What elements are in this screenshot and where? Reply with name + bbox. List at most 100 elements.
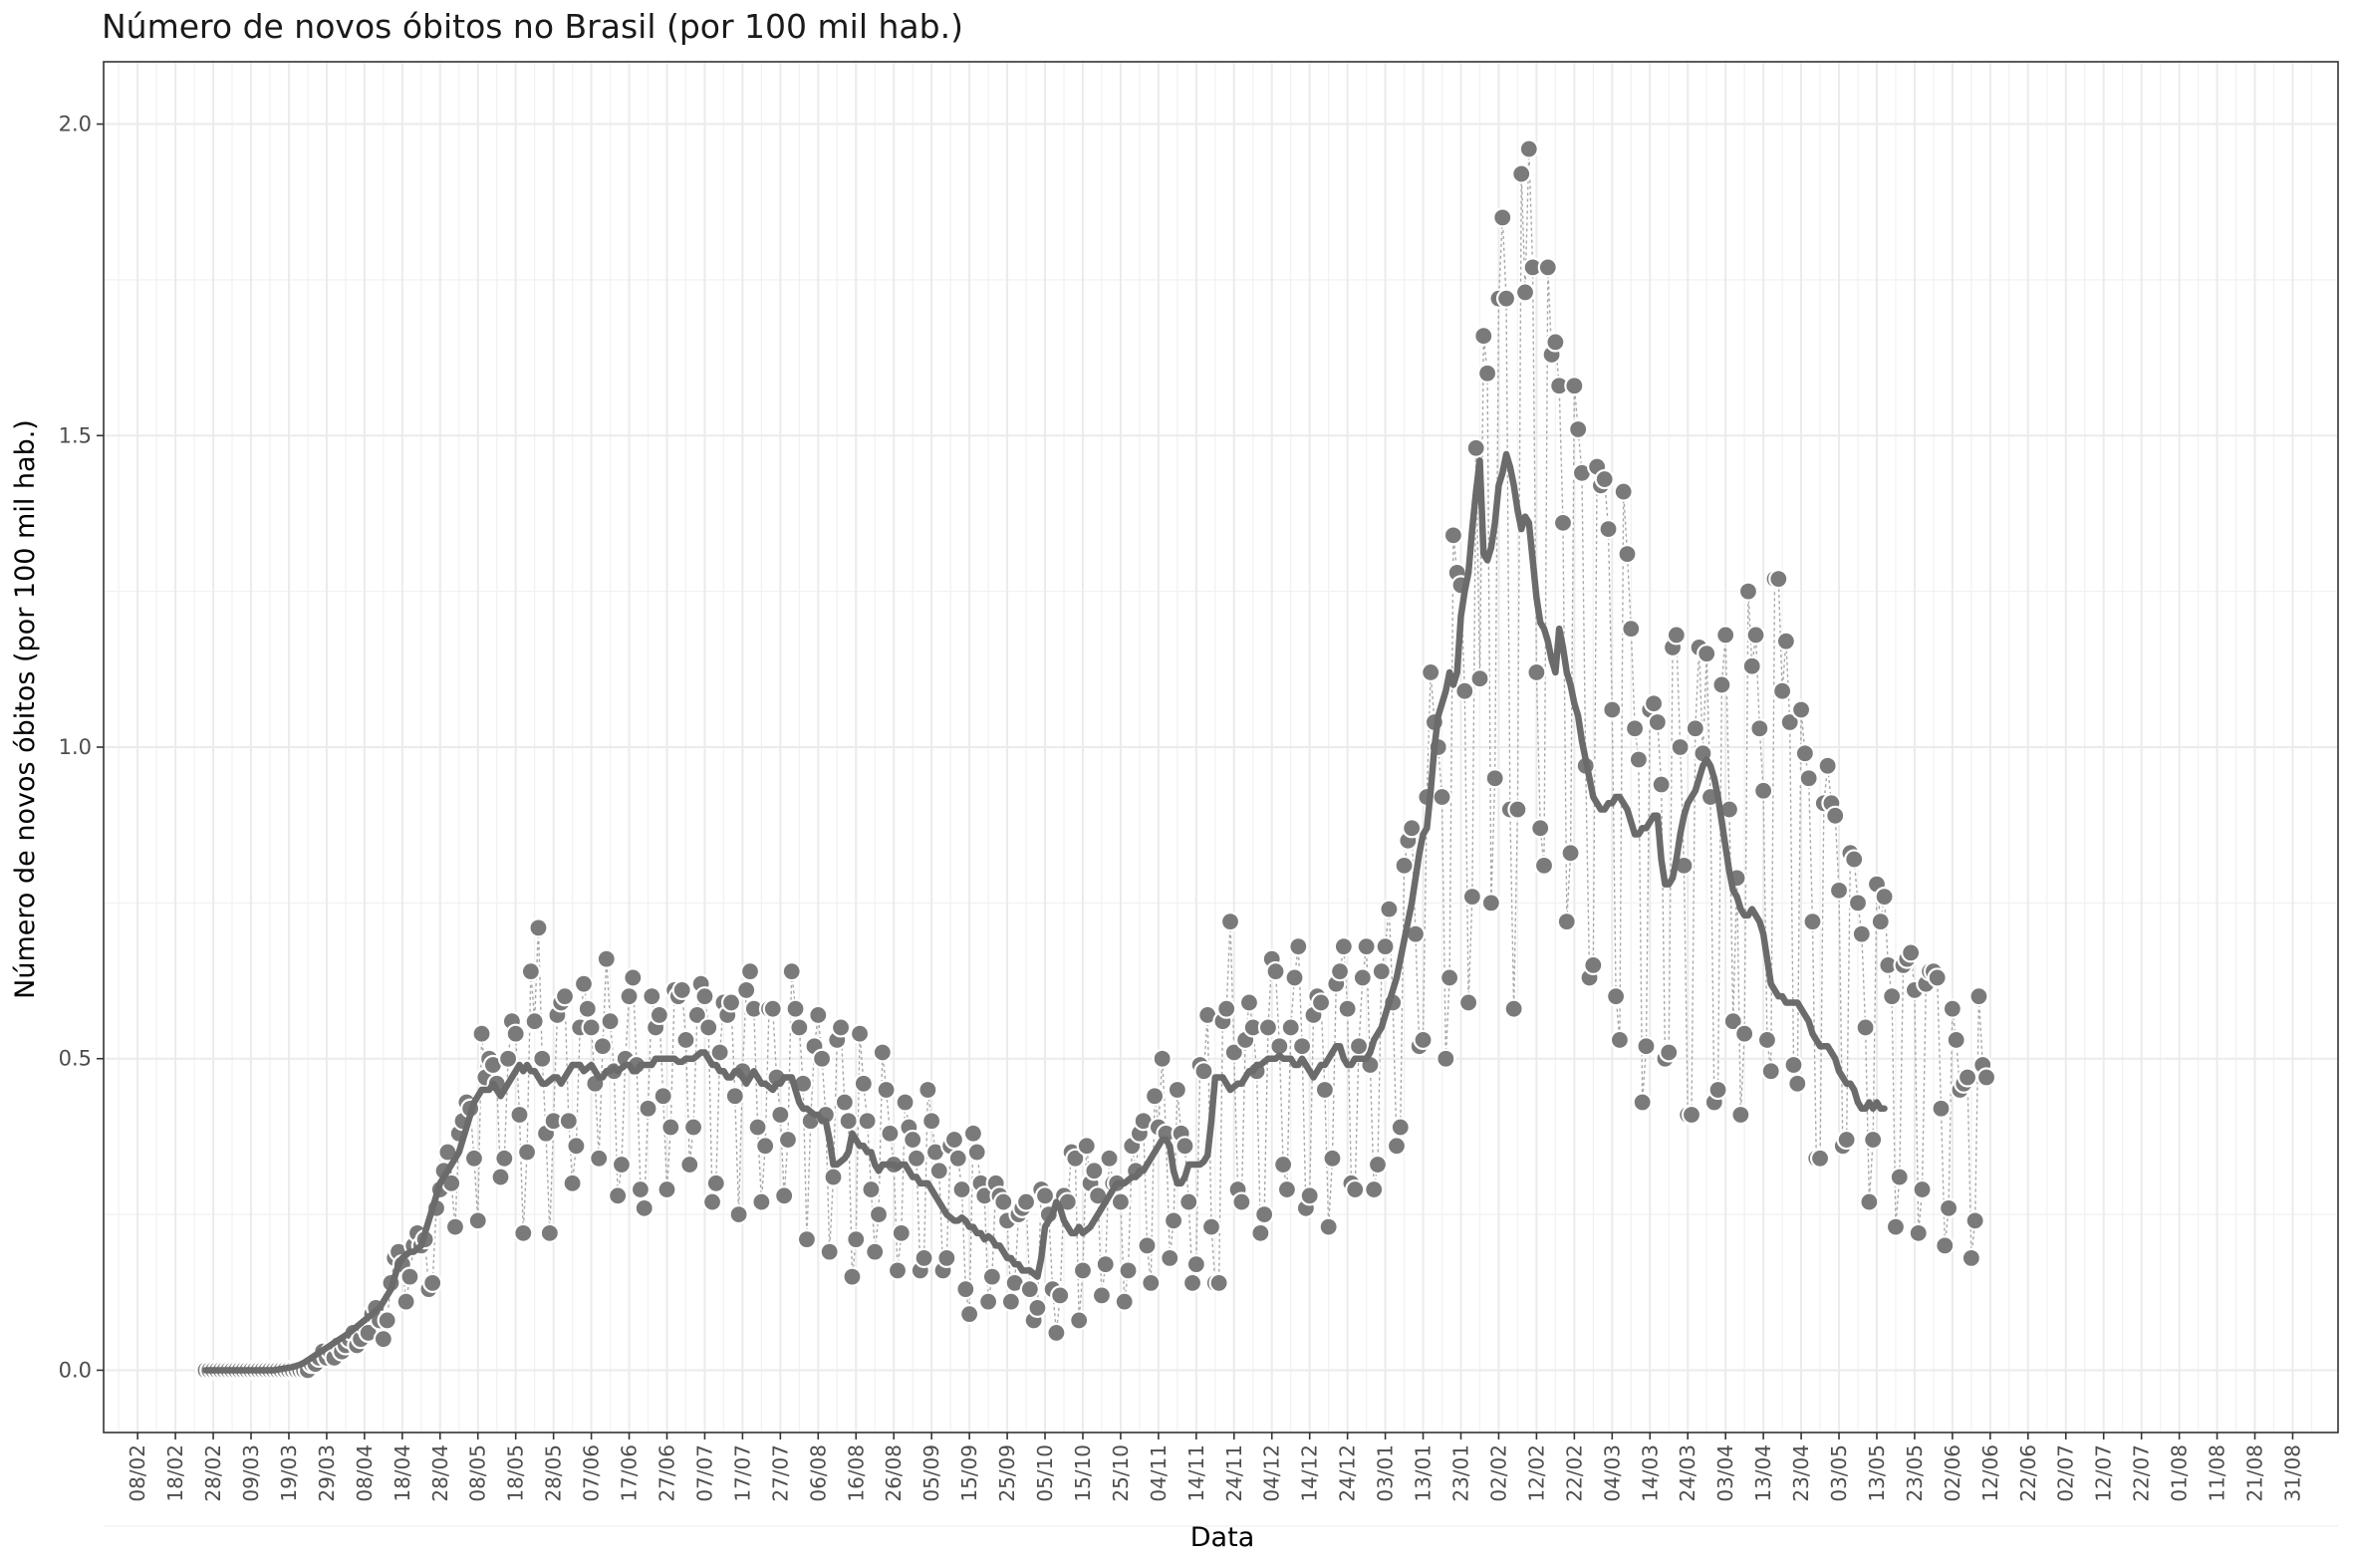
daily-point [1200, 1216, 1222, 1237]
daily-point [868, 1203, 890, 1225]
x-tick-label: 21/08 [2243, 1444, 2267, 1502]
daily-point [490, 1167, 511, 1187]
daily-point [1110, 1191, 1132, 1212]
daily-point [1809, 1148, 1831, 1169]
daily-point [1889, 1167, 1910, 1187]
daily-point [1322, 1148, 1343, 1169]
daily-point [861, 1178, 882, 1200]
daily-point [642, 986, 662, 1007]
daily-point [781, 961, 802, 982]
daily-point [1594, 468, 1615, 490]
daily-point [1492, 207, 1513, 228]
x-tick-label: 24/11 [1222, 1444, 1246, 1502]
daily-point [1065, 1148, 1086, 1169]
daily-point [1046, 1322, 1067, 1344]
daily-point [977, 1291, 999, 1312]
daily-point [955, 1279, 976, 1300]
daily-point [1371, 961, 1392, 982]
daily-point [1015, 1191, 1037, 1212]
daily-point [554, 986, 576, 1007]
x-tick-label: 12/07 [2092, 1444, 2116, 1502]
daily-point [444, 1216, 466, 1237]
x-tick-label: 23/01 [1449, 1444, 1473, 1502]
daily-point [1613, 481, 1634, 502]
daily-point [1379, 899, 1400, 919]
daily-point [1775, 631, 1796, 652]
daily-point [1276, 1178, 1298, 1200]
x-tick-label: 25/09 [995, 1444, 1019, 1502]
daily-point [1768, 569, 1789, 590]
x-tick-label: 05/09 [919, 1444, 943, 1502]
daily-point [539, 1222, 560, 1243]
daily-point [1730, 1104, 1751, 1126]
daily-point [1375, 936, 1396, 957]
daily-point [701, 1191, 723, 1212]
daily-point [1749, 718, 1770, 739]
daily-point [774, 1185, 795, 1206]
daily-point [1859, 1191, 1880, 1212]
daily-point [1084, 1161, 1105, 1181]
y-tick-label: 0.5 [59, 1047, 92, 1071]
daily-point [1632, 1092, 1653, 1113]
daily-point [679, 1154, 700, 1176]
daily-point [739, 961, 761, 982]
daily-point [1636, 1036, 1657, 1057]
daily-point [1912, 1178, 1933, 1200]
daily-point [1745, 625, 1766, 646]
daily-point [777, 1129, 799, 1151]
daily-point [1442, 525, 1464, 546]
x-tick-label: 07/07 [692, 1444, 716, 1502]
daily-points [195, 138, 1997, 1381]
daily-point [1938, 1197, 1960, 1218]
y-axis-title: Número de novos óbitos (por 100 mil hab.… [10, 419, 41, 999]
daily-point [1364, 1178, 1385, 1200]
daily-point [865, 1241, 886, 1262]
daily-point [1526, 661, 1547, 683]
daily-point [853, 1073, 874, 1094]
daily-point [1885, 1216, 1907, 1237]
daily-point [1507, 799, 1528, 820]
daily-point [653, 1086, 673, 1107]
daily-point [1163, 1210, 1184, 1231]
x-tick-label: 24/03 [1676, 1444, 1699, 1502]
daily-point [747, 1117, 768, 1138]
x-tick-label: 17/07 [730, 1444, 754, 1502]
daily-point [1647, 711, 1668, 733]
daily-point [1465, 437, 1486, 458]
daily-point [1484, 768, 1505, 789]
daily-point [1144, 1086, 1166, 1107]
x-tick-label: 09/03 [239, 1444, 263, 1502]
daily-point [1000, 1291, 1021, 1312]
x-tick-label: 25/10 [1109, 1444, 1133, 1502]
daily-point [1348, 1036, 1370, 1057]
daily-point [1790, 699, 1812, 720]
daily-point [846, 1229, 867, 1250]
daily-point [993, 1191, 1014, 1212]
daily-point [694, 986, 715, 1007]
daily-point [849, 1023, 871, 1044]
daily-point [1556, 912, 1577, 932]
daily-point [1617, 544, 1638, 565]
daily-point [1931, 1098, 1952, 1119]
daily-point [1863, 1129, 1884, 1151]
daily-point [1681, 1104, 1702, 1126]
daily-point [1254, 1203, 1275, 1225]
daily-point [876, 1079, 897, 1101]
x-tick-label: 29/03 [315, 1444, 339, 1502]
daily-point [1564, 376, 1585, 396]
daily-point [1583, 954, 1604, 976]
x-tick-label: 14/03 [1638, 1444, 1662, 1502]
x-tick-label: 17/06 [618, 1444, 642, 1502]
daily-point [1367, 1154, 1389, 1176]
daily-point [1432, 786, 1452, 808]
daily-point [1722, 1011, 1743, 1032]
daily-point [872, 1042, 893, 1063]
daily-point [1685, 718, 1705, 739]
daily-point [943, 1129, 965, 1151]
daily-point [1469, 668, 1490, 689]
x-tick-label: 04/12 [1260, 1444, 1284, 1502]
daily-point [891, 1222, 912, 1243]
daily-point [906, 1148, 927, 1169]
x-tick-label: 12/02 [1524, 1444, 1548, 1502]
daily-point [1167, 1079, 1187, 1101]
